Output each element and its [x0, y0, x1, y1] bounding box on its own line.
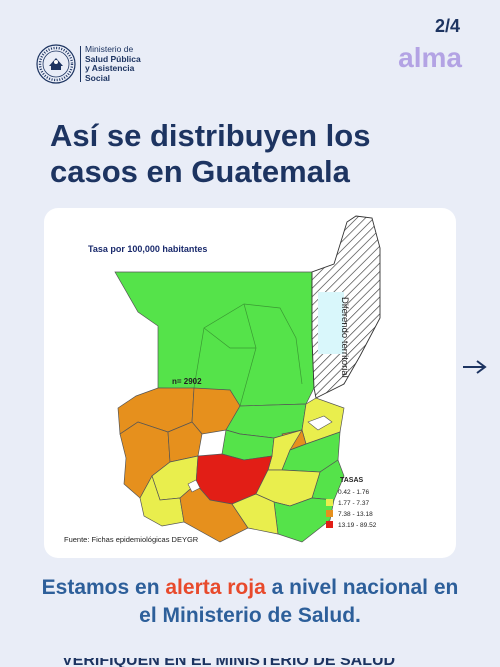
- legend-swatch-1: [326, 488, 333, 495]
- alert-message-part-2: a nivel nacional en el Ministerio de Sal…: [139, 576, 459, 627]
- map-legend: TASAS 0.42 - 1.76 1.77 - 7.37 7.38 - 13.…: [326, 477, 377, 529]
- lake-atitlan: [187, 479, 201, 493]
- guatemala-map: Diferendo territorial Tasa por 100,000 h…: [64, 215, 381, 544]
- page-indicator: 2/4: [434, 16, 460, 36]
- ministry-line-1: Ministerio de: [85, 44, 134, 54]
- map-source: Fuente: Fichas epidemiológicas DEYGR: [64, 535, 199, 544]
- map-card: Diferendo territorial Tasa por 100,000 h…: [44, 208, 456, 558]
- legend-swatch-2: [326, 499, 333, 506]
- cut-off-text: VERIFIQUEN EN EL MINISTERIO DE SALUD: [62, 658, 442, 667]
- cut-off-text-content: VERIFIQUEN EN EL MINISTERIO DE SALUD: [62, 658, 396, 667]
- brand-logo: alma: [398, 42, 462, 73]
- region-peten: [114, 271, 315, 407]
- next-arrow-icon[interactable]: [462, 358, 488, 376]
- ministry-line-2: Salud Pública: [85, 53, 141, 64]
- ministry-name: Ministerio de Salud Pública y Asistencia…: [85, 44, 195, 83]
- disputed-label-box: [318, 292, 344, 354]
- ministry-line-4: Social: [85, 72, 111, 83]
- peten-internal-borders: [193, 303, 303, 407]
- map-subtitle: Tasa por 100,000 habitantes: [88, 244, 207, 254]
- region-jutiapa: [273, 497, 335, 543]
- ministry-seal-logo: [36, 44, 76, 84]
- alert-message: Estamos en alerta roja a nivel nacional …: [30, 574, 470, 630]
- legend-swatch-4: [326, 521, 333, 528]
- disputed-territory-label: Diferendo territorial: [339, 297, 350, 378]
- legend-label-3: 7.38 - 13.18: [338, 511, 373, 518]
- sample-size-label: n= 2902: [172, 377, 202, 386]
- region-santa-rosa: [231, 493, 279, 535]
- legend-label-4: 13.19 - 89.52: [338, 522, 377, 529]
- legend-title: TASAS: [340, 477, 364, 484]
- logo-divider: [80, 46, 81, 82]
- legend-label-2: 1.77 - 7.37: [338, 500, 369, 507]
- region-totonicapan: [167, 421, 203, 463]
- alert-highlight: alerta roja: [165, 576, 266, 599]
- page-title: Así se distribuyen los casos en Guatemal…: [50, 118, 371, 189]
- lake-izabal: [307, 415, 333, 431]
- ministry-line-3: y Asistencia: [85, 63, 135, 73]
- legend-label-1: 0.42 - 1.76: [338, 489, 369, 496]
- alert-message-part-1: Estamos en: [41, 576, 166, 599]
- legend-swatch-3: [326, 510, 333, 517]
